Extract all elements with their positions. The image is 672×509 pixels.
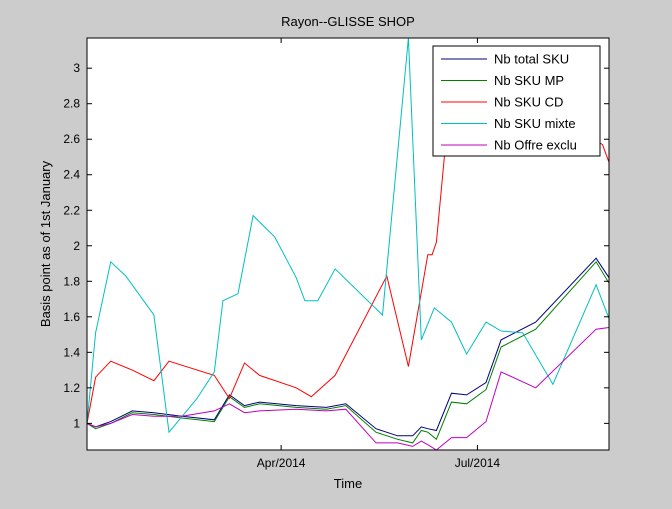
legend-label-3: Nb SKU CD bbox=[494, 95, 563, 110]
series-line-5 bbox=[86, 327, 610, 451]
y-tick-label-8: 2.6 bbox=[63, 132, 80, 146]
x-axis-label: Time bbox=[334, 476, 362, 491]
series-line-1 bbox=[86, 257, 610, 437]
series-line-4 bbox=[86, 37, 610, 434]
y-tick-label-10: 3 bbox=[73, 61, 80, 75]
x-tick-label-1: Jul/2014 bbox=[455, 456, 501, 470]
y-tick-label-3: 1.6 bbox=[63, 310, 80, 324]
y-tick-label-0: 1 bbox=[73, 416, 80, 430]
y-tick-label-1: 1.2 bbox=[63, 381, 80, 395]
legend-label-5: Nb Offre exclu bbox=[494, 138, 577, 153]
y-tick-label-7: 2.4 bbox=[63, 168, 80, 182]
chart-title: Rayon--GLISSE SHOP bbox=[281, 14, 415, 29]
y-tick-label-4: 1.8 bbox=[63, 274, 80, 288]
legend-label-4: Nb SKU mixte bbox=[494, 116, 576, 131]
y-tick-label-5: 2 bbox=[73, 239, 80, 253]
legend-label-1: Nb total SKU bbox=[494, 52, 569, 67]
y-tick-label-9: 2.8 bbox=[63, 97, 80, 111]
y-tick-label-6: 2.2 bbox=[63, 203, 80, 217]
legend: Nb total SKU Nb SKU MP Nb SKU CD Nb SKU mix… bbox=[432, 45, 601, 157]
legend-label-2: Nb SKU MP bbox=[494, 73, 564, 88]
legend-box bbox=[432, 45, 601, 157]
plot-frame bbox=[86, 37, 610, 451]
x-tick-label-0: Apr/2014 bbox=[257, 456, 306, 470]
y-tick-label-2: 1.4 bbox=[63, 345, 80, 359]
series-line-2 bbox=[86, 260, 610, 444]
y-axis-label: Basis point as of 1st January bbox=[38, 160, 53, 327]
